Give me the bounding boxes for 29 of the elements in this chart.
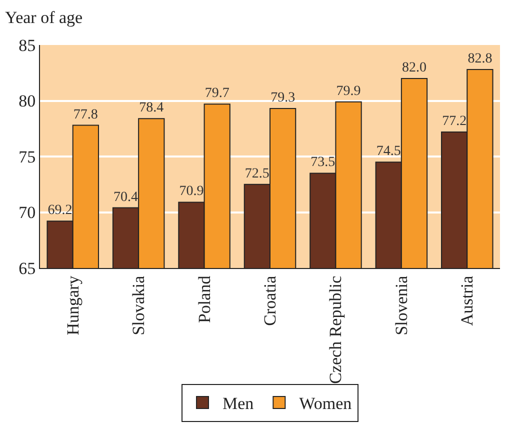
y-tick-label: 70 [18,203,36,222]
x-tick-label: Austria [458,275,477,326]
data-label: 77.8 [73,107,98,122]
x-tick-label: Slovenia [392,275,411,336]
data-label: 82.8 [468,52,492,67]
data-label: 73.5 [310,155,336,170]
data-label: 77.2 [442,114,467,129]
data-label: 70.9 [179,184,204,200]
y-tick-label: 80 [18,92,36,111]
x-tick-label: Slovakia [129,275,148,336]
data-label: 79.7 [204,86,230,102]
data-label: 82.0 [402,60,426,76]
data-label: 79.3 [270,90,296,106]
x-tick-label: Croatia [260,275,280,326]
legend-label: Men [222,394,254,414]
x-tick-label: Czech Republic [326,275,346,384]
data-label: 69.2 [48,203,72,218]
y-axis-title: Year of age [5,8,83,27]
x-tick-label: Hungary [63,275,82,336]
data-label: 72.5 [244,166,270,182]
data-label: 78.4 [139,100,164,116]
data-label: 79.9 [336,84,361,99]
data-label: 74.5 [376,144,401,160]
y-tick-label: 75 [18,147,36,166]
y-tick-label: 85 [18,36,36,55]
data-label: 70.4 [114,190,138,205]
x-tick-label: Poland [194,275,214,324]
legend-label: Women [299,394,352,414]
y-tick-label: 65 [18,258,36,278]
